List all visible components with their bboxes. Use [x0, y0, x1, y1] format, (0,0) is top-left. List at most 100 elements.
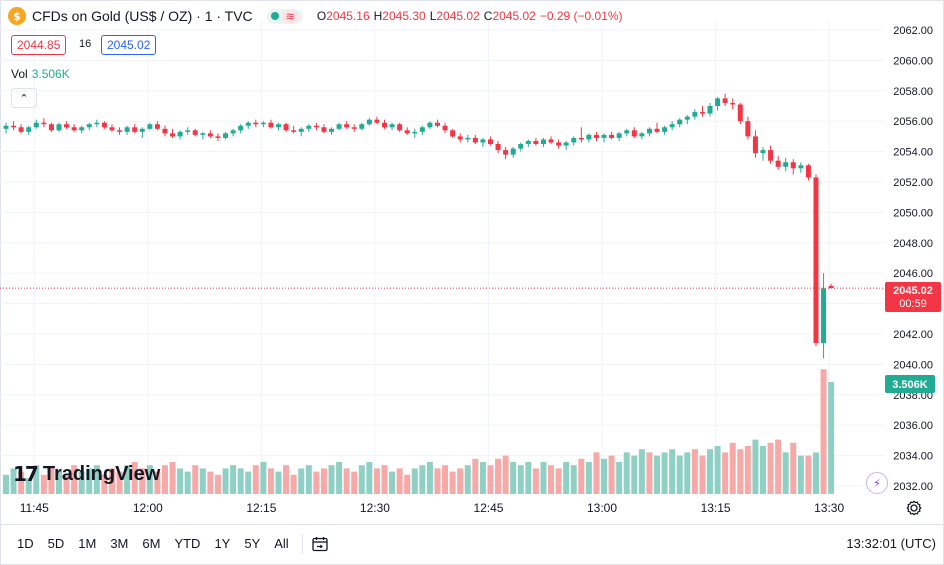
candle	[646, 127, 652, 137]
volume-bar	[230, 465, 237, 494]
candle-body	[397, 124, 403, 131]
volume-bar	[419, 465, 426, 494]
volume-bar	[404, 474, 411, 494]
candle-body	[434, 122, 440, 126]
candle-body	[518, 144, 524, 149]
volume-bar	[790, 442, 797, 494]
candle	[525, 139, 531, 148]
volume-bar	[828, 382, 835, 494]
candle-body	[669, 124, 675, 128]
volume-bar	[737, 449, 744, 494]
candle-body	[616, 133, 622, 138]
volume-legend: Vol 3.506K	[11, 67, 70, 81]
candle-body	[768, 150, 774, 161]
candle-body	[170, 133, 176, 137]
candle-body	[412, 131, 418, 134]
volume-bar	[25, 478, 32, 494]
symbol-title[interactable]: CFDs on Gold (US$ / OZ) · 1 · TVC	[32, 8, 253, 24]
candle	[722, 93, 728, 106]
volume-bar	[525, 462, 532, 494]
bolt-icon[interactable]: ⚡	[866, 472, 888, 494]
volume-bar	[654, 455, 661, 494]
change-value: −0.29 (−0.01%)	[539, 9, 623, 23]
volume-bar	[139, 468, 146, 494]
last-price-value: 2045.02	[893, 285, 933, 297]
range-1y-button[interactable]: 1Y	[214, 536, 231, 551]
candle-body	[374, 119, 380, 123]
candle	[238, 124, 244, 134]
candle	[132, 124, 138, 134]
candle	[798, 162, 804, 173]
volume-bar	[411, 468, 418, 494]
candle	[715, 96, 721, 111]
candle-body	[480, 139, 486, 143]
time-tick-label: 12:30	[360, 501, 390, 515]
volume-bar	[631, 455, 638, 494]
volume-bar	[593, 452, 600, 494]
volume-bar	[669, 449, 676, 494]
candle-body	[760, 150, 766, 154]
candle	[162, 125, 168, 137]
tradingview-wordmark: TradingView	[42, 462, 161, 485]
candle	[450, 128, 456, 138]
volume-bar	[699, 455, 706, 494]
candle	[707, 102, 713, 117]
high-value: 2045.30	[382, 9, 426, 23]
candle-body	[707, 106, 713, 114]
candle-body	[139, 128, 145, 132]
candle	[101, 121, 107, 129]
candle-body	[336, 124, 342, 129]
volume-bar	[214, 474, 221, 494]
candle-body	[154, 124, 160, 129]
gear-icon[interactable]	[905, 499, 923, 517]
volume-bar	[676, 455, 683, 494]
candle-body	[245, 122, 251, 126]
utc-clock[interactable]: 13:32:01 (UTC)	[846, 536, 936, 551]
volume-bar	[691, 449, 698, 494]
candle-body	[730, 102, 736, 105]
candle-body	[306, 125, 312, 129]
candle-body	[404, 130, 410, 134]
volume-bar	[585, 462, 592, 494]
candle-body	[185, 130, 191, 132]
tradingview-logo[interactable]: 17 TradingView	[13, 462, 160, 486]
range-1m-button[interactable]: 1M	[78, 536, 97, 551]
range-5d-button[interactable]: 5D	[47, 536, 65, 551]
volume-bar	[298, 468, 305, 494]
candle-body	[578, 137, 584, 140]
candle	[669, 121, 675, 131]
candle	[351, 124, 357, 132]
candle-body	[177, 131, 183, 137]
range-all-button[interactable]: All	[274, 536, 289, 551]
go-to-date-calendar-icon[interactable]	[311, 535, 329, 553]
range-3m-button[interactable]: 3M	[110, 536, 129, 551]
range-6m-button[interactable]: 6M	[142, 536, 161, 551]
candle-body	[684, 116, 690, 120]
range-5y-button[interactable]: 5Y	[244, 536, 261, 551]
range-ytd-button[interactable]: YTD	[174, 536, 201, 551]
candle-countdown: 00:59	[899, 298, 927, 310]
buy-price-button[interactable]: 2045.02	[101, 35, 157, 55]
candle-body	[200, 133, 206, 135]
volume-bar	[116, 471, 123, 494]
volume-bar	[426, 462, 433, 494]
candle-body	[11, 125, 17, 128]
candle	[253, 119, 259, 128]
market-status[interactable]: ≋	[266, 8, 303, 24]
sell-price-button[interactable]: 2044.85	[11, 35, 67, 55]
candle-body	[276, 124, 282, 128]
candle	[760, 147, 766, 161]
range-1d-button[interactable]: 1D	[17, 536, 34, 551]
close-label: C	[483, 9, 493, 23]
candle-body	[71, 127, 77, 131]
time-tick-label: 12:45	[473, 501, 503, 515]
volume-bar	[192, 465, 199, 494]
volume-bar	[563, 462, 570, 494]
collapse-legend-button[interactable]: ⌃	[11, 88, 37, 108]
candle	[117, 127, 123, 135]
candle	[344, 121, 350, 129]
volume-bar	[177, 468, 184, 494]
volume-bar	[199, 468, 206, 494]
candle	[783, 157, 789, 172]
